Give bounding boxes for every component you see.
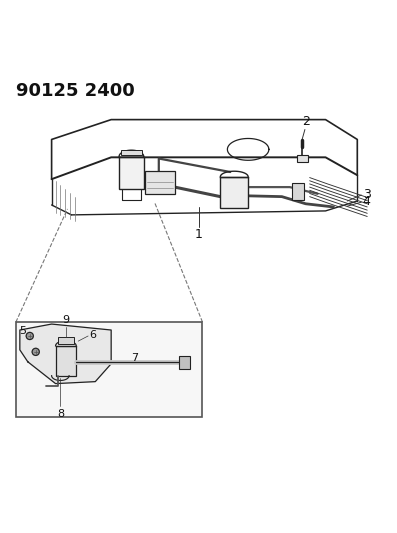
Text: 6: 6	[90, 330, 97, 340]
Bar	[119, 157, 144, 189]
Text: 9: 9	[62, 315, 69, 325]
Bar	[292, 183, 304, 200]
Bar	[58, 337, 74, 344]
Text: 5: 5	[19, 326, 27, 336]
Text: 4: 4	[363, 195, 371, 208]
Circle shape	[26, 333, 33, 340]
Bar	[220, 177, 248, 208]
Text: 7: 7	[131, 352, 139, 362]
Text: 8: 8	[57, 409, 64, 418]
Bar	[297, 155, 308, 163]
Text: 3: 3	[363, 188, 371, 201]
Bar	[56, 346, 76, 376]
Text: 2: 2	[303, 115, 310, 128]
Polygon shape	[20, 324, 111, 384]
Bar	[145, 171, 175, 194]
Bar	[179, 356, 190, 369]
Text: 90125 2400: 90125 2400	[16, 82, 135, 100]
Text: 1: 1	[195, 228, 202, 241]
Bar	[16, 322, 202, 417]
Bar	[121, 150, 142, 155]
Circle shape	[32, 348, 39, 356]
